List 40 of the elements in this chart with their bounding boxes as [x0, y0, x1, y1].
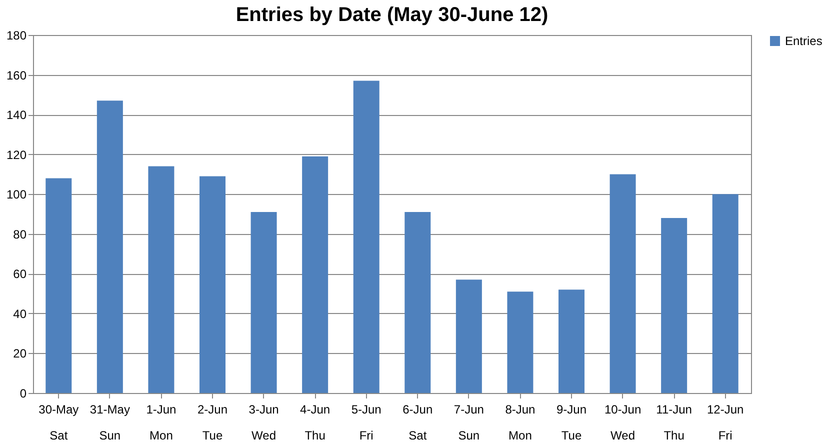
y-tick-label: 120	[6, 148, 27, 162]
x-tick-label: 8-Jun Mon	[505, 402, 536, 442]
y-tick-label: 20	[13, 346, 27, 361]
x-tick-label: 5-Jun Fri	[351, 402, 382, 442]
y-tick-label: 60	[13, 267, 27, 282]
x-tick-label: 31-May Sun	[90, 402, 130, 442]
x-tick-label: 2-Jun Tue	[197, 402, 228, 442]
bar	[610, 174, 636, 393]
x-tick-label: 10-Jun Wed	[604, 402, 642, 442]
bar	[661, 218, 688, 393]
bar	[558, 290, 584, 393]
chart-title: Entries by Date (May 30-June 12)	[236, 4, 548, 26]
y-tick-label: 100	[6, 188, 27, 202]
x-tick-label: 12-Jun Fri	[707, 402, 744, 442]
x-tick-label: 30-May Sat	[38, 402, 79, 442]
x-tick-label: 6-Jun Sat	[402, 402, 433, 442]
bar	[353, 80, 380, 393]
bar	[404, 212, 431, 393]
bar	[507, 292, 534, 393]
y-tick-label: 140	[6, 108, 27, 122]
legend-label: Entries	[785, 34, 822, 48]
y-tick-label: 160	[6, 68, 27, 82]
bar	[46, 178, 72, 393]
y-tick-label: 180	[6, 28, 27, 42]
bar	[302, 156, 328, 393]
x-tick-label: 9-Jun Tue	[556, 402, 587, 442]
x-tick-label: 11-Jun Thu	[656, 402, 692, 442]
bar	[148, 166, 174, 393]
bar	[200, 176, 226, 393]
x-tick-label: 7-Jun Sun	[454, 402, 484, 442]
x-tick-label: 3-Jun Wed	[248, 402, 279, 442]
y-tick-label: 40	[13, 306, 27, 321]
x-tick-label: 1-Jun Mon	[146, 402, 176, 442]
x-tick-label: 4-Jun Thu	[300, 402, 330, 442]
y-tick-label: 80	[13, 227, 27, 242]
bar	[712, 194, 738, 393]
bar	[96, 100, 123, 393]
y-tick-label: 0	[20, 386, 27, 400]
bar	[456, 280, 482, 393]
bar	[250, 212, 277, 393]
